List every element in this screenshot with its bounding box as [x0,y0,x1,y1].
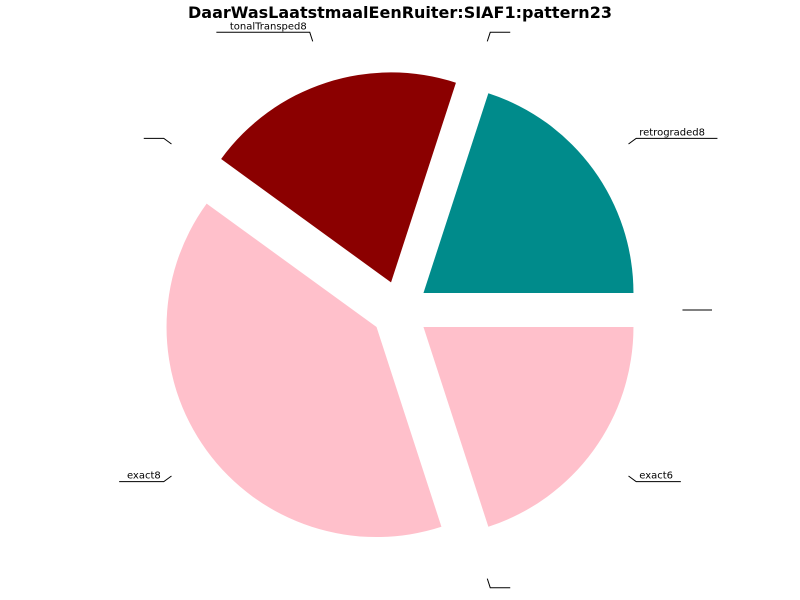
slice-label-exact8: exact8 [127,471,161,482]
leader-line-retrograded8 [628,137,718,145]
slice-label-tonaltransped8: tonalTransped8 [230,21,307,32]
pie-slice-retrograded8 [423,93,634,293]
leader-line-exact6 [628,475,681,483]
pie-slice-exact6 [423,327,634,527]
pie-slices [166,72,634,538]
leader-line-exact8 [119,475,172,483]
leader-line-empty-1 [486,578,511,589]
slice-label-retrograded8: retrograded8 [639,127,705,138]
slice-label-exact6: exact6 [639,471,673,482]
leader-line-tonaltransped8 [216,31,314,42]
pie-slice-exact8 [166,203,442,538]
slice-labels: exact6 exact8 tonalTransped8 retrograded8 [127,21,705,481]
slice-label-leaders [119,31,718,589]
leader-line-empty-3 [143,137,172,145]
leader-line-empty-5 [486,31,511,42]
pie-slice-tonaltransped8 [221,72,456,283]
chart-title: DaarWasLaatstmaalEenRuiter:SIAF1:pattern… [188,3,612,22]
